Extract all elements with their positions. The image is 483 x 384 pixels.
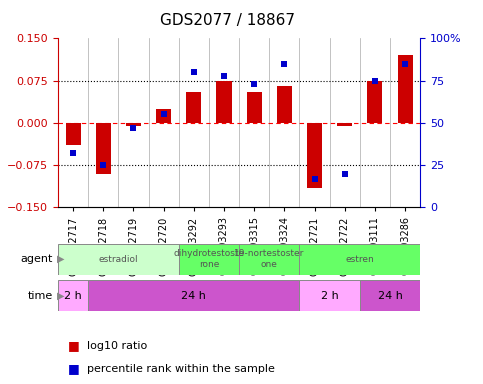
Bar (88, 280, 299, 311)
Bar (96, 123, 111, 174)
Text: 24 h: 24 h (378, 291, 402, 301)
Bar (156, 109, 171, 123)
Bar (277, 86, 292, 123)
Text: percentile rank within the sample: percentile rank within the sample (87, 364, 275, 374)
Bar (299, 244, 420, 275)
Bar (247, 92, 262, 123)
Text: agent: agent (21, 254, 53, 264)
Bar (337, 123, 352, 126)
Text: log10 ratio: log10 ratio (87, 341, 147, 351)
Text: ▶: ▶ (57, 291, 65, 301)
Bar (186, 92, 201, 123)
Bar (58, 244, 179, 275)
Text: ■: ■ (68, 339, 79, 352)
Text: ■: ■ (68, 362, 79, 375)
Text: time: time (28, 291, 53, 301)
Text: 19-nortestoster
one: 19-nortestoster one (234, 250, 304, 269)
Bar (239, 244, 299, 275)
Bar (398, 55, 412, 123)
Bar (58, 280, 88, 311)
Text: 2 h: 2 h (64, 291, 82, 301)
Bar (216, 81, 231, 123)
Bar (307, 123, 322, 188)
Bar (368, 81, 383, 123)
Text: estren: estren (345, 255, 374, 264)
Bar (66, 123, 81, 146)
Text: dihydrotestoste
rone: dihydrotestoste rone (173, 250, 244, 269)
Text: ▶: ▶ (57, 254, 65, 264)
Text: estradiol: estradiol (99, 255, 138, 264)
Text: GDS2077 / 18867: GDS2077 / 18867 (159, 13, 295, 28)
Text: 24 h: 24 h (181, 291, 206, 301)
Bar (299, 280, 360, 311)
Text: 2 h: 2 h (321, 291, 339, 301)
Bar (360, 280, 420, 311)
Bar (179, 244, 239, 275)
Bar (126, 123, 141, 126)
